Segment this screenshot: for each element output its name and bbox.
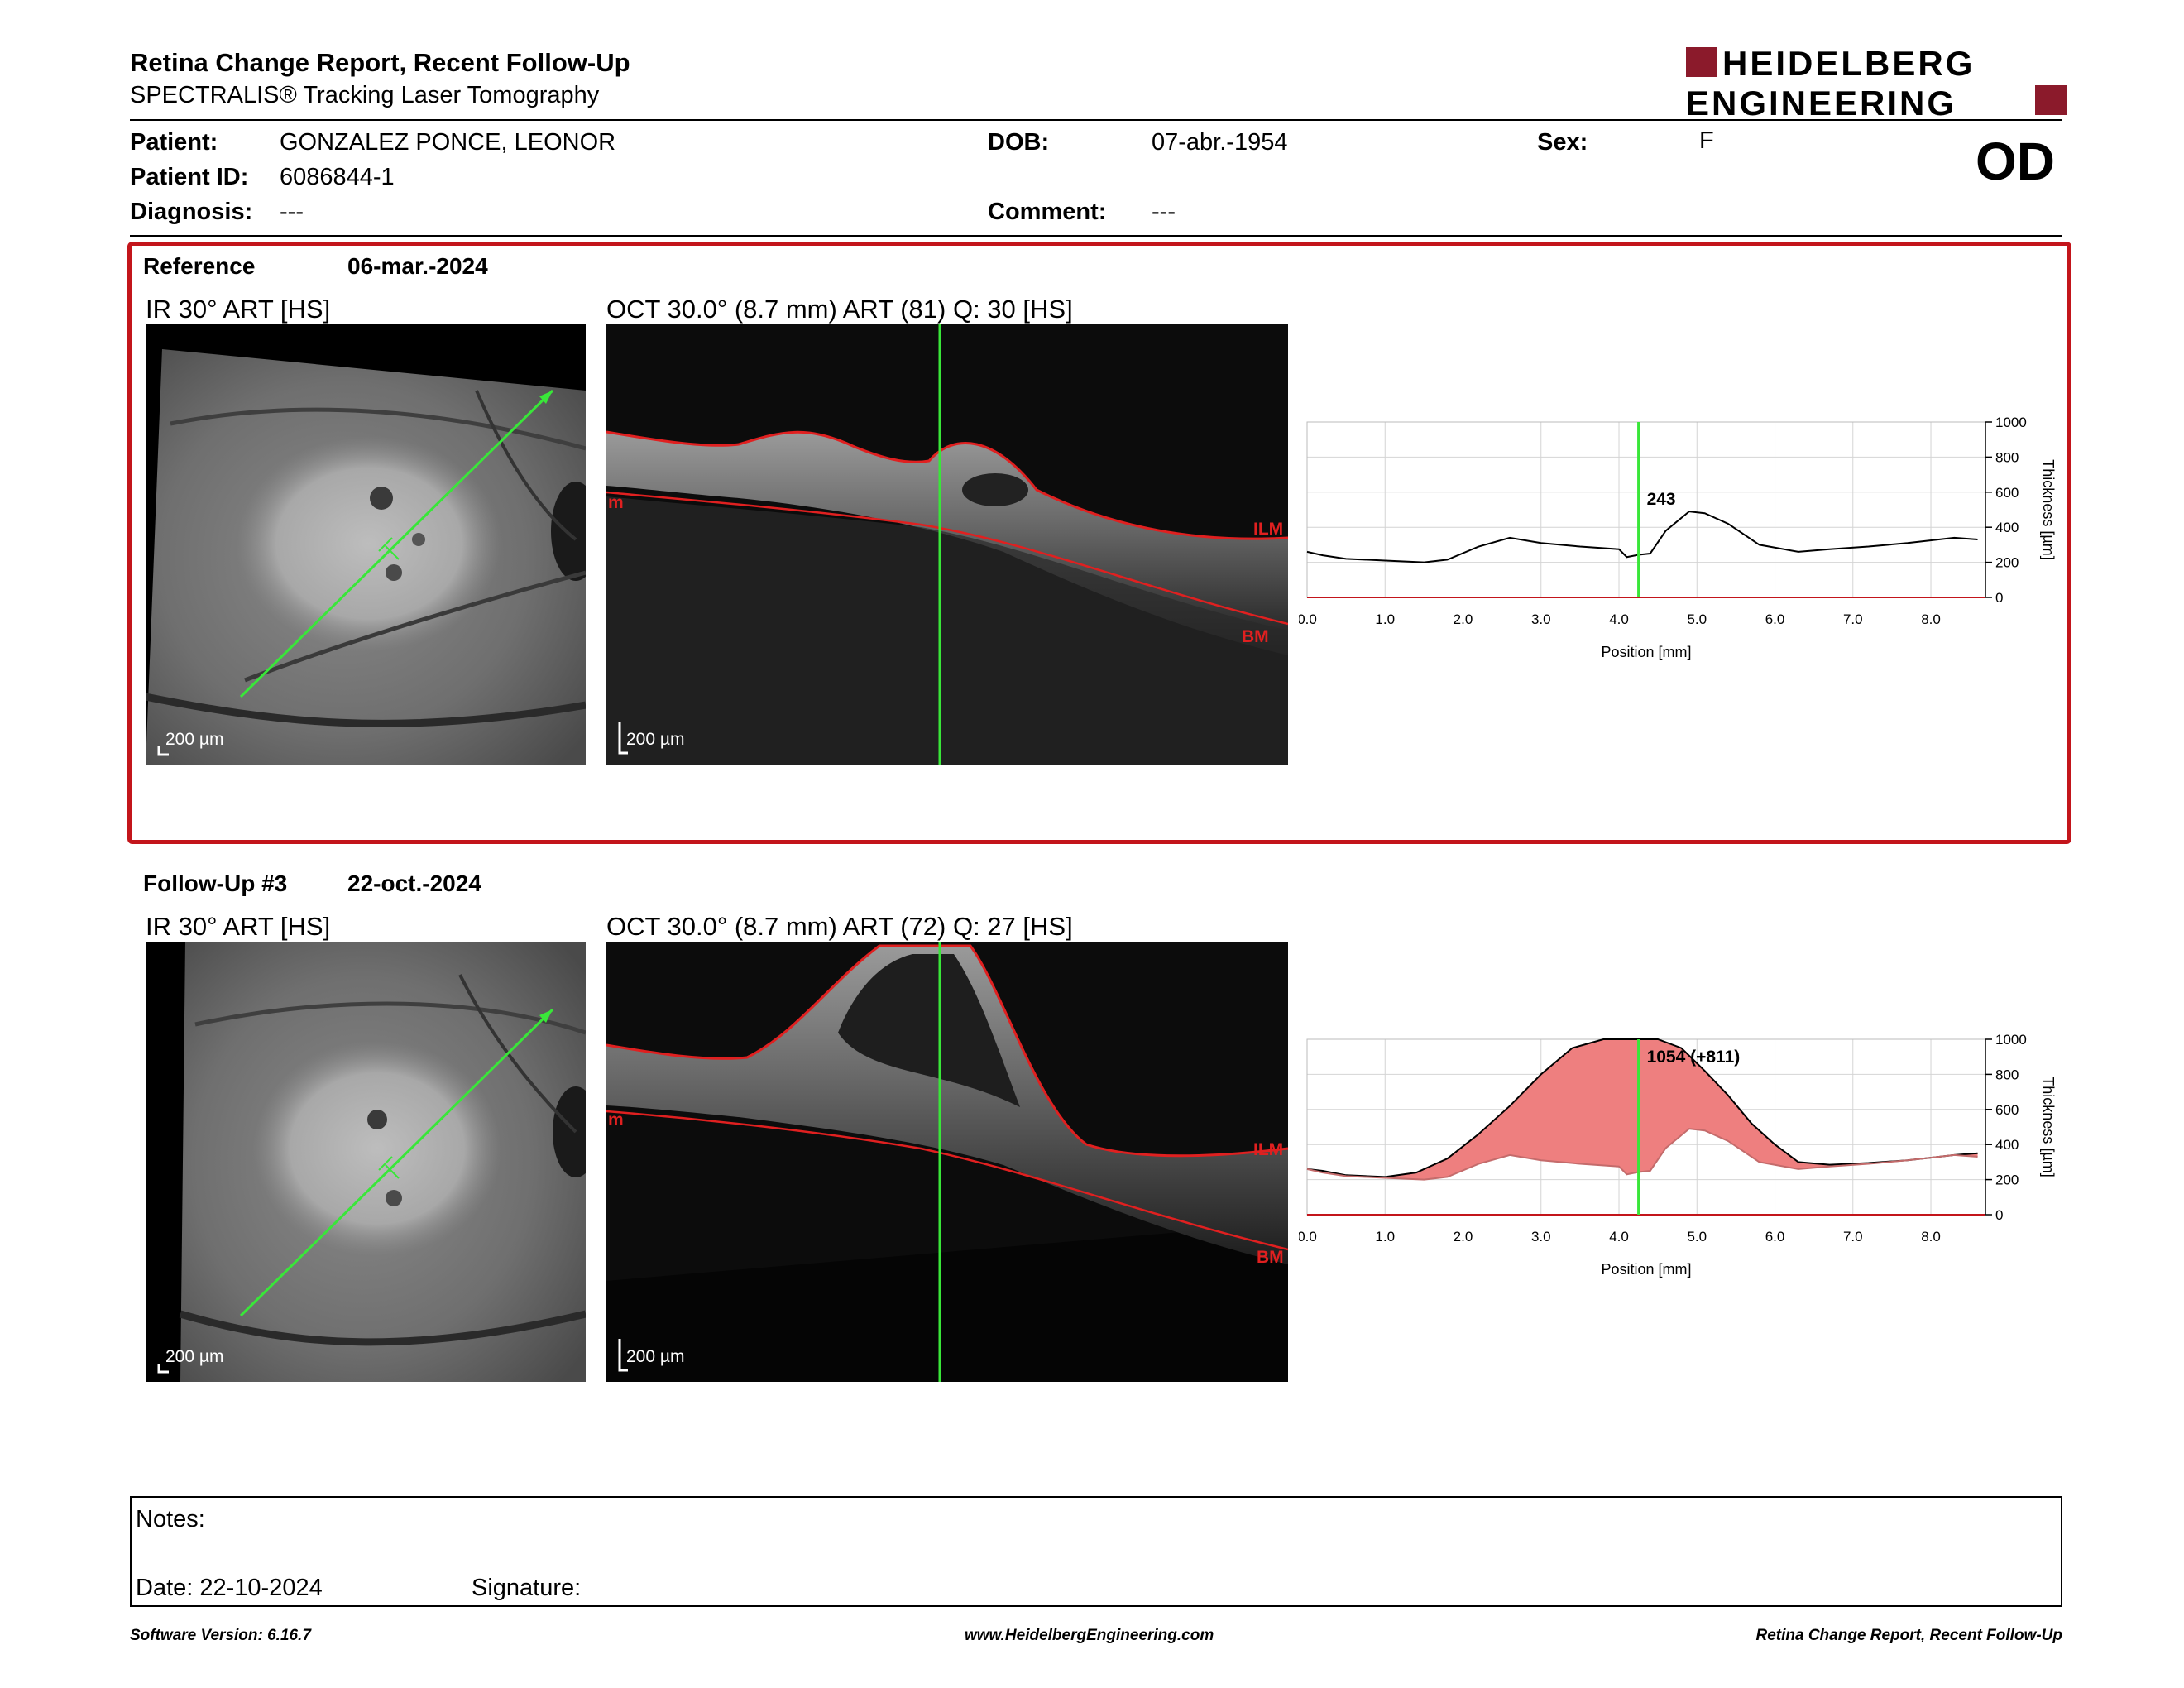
signature-label: Signature: [472, 1575, 582, 1601]
reference-oct-scale: 200 µm [626, 730, 684, 749]
y-tick-label: 800 [1995, 1067, 2019, 1082]
marker-value-label: 243 [1647, 490, 1676, 509]
diagnosis-value: --- [280, 199, 304, 225]
marker-value-label: 1054 (+811) [1647, 1048, 1741, 1067]
followup-layer-bm: BM [1257, 1248, 1284, 1267]
reference-ir-image[interactable]: 200 µm [146, 324, 586, 765]
y-tick-label: 200 [1995, 1172, 2019, 1188]
x-tick-label: 7.0 [1843, 1229, 1863, 1244]
x-tick-label: 6.0 [1765, 1229, 1785, 1244]
reference-oct-image[interactable]: m ILM BM 200 µm [606, 324, 1288, 765]
followup-date: 22-oct.-2024 [347, 870, 481, 896]
x-tick-label: 0.0 [1299, 1229, 1317, 1244]
x-tick-label: 8.0 [1921, 611, 1941, 627]
patient-id: 6086844-1 [280, 164, 395, 190]
followup-ilm-line [606, 944, 1288, 1158]
x-tick-label: 2.0 [1454, 611, 1473, 627]
reference-date: 06-mar.-2024 [347, 253, 488, 279]
reference-bm-line [606, 491, 1288, 626]
followup-ir-caption: IR 30° ART [HS] [146, 912, 331, 941]
followup-layer-ilm: ILM [1253, 1140, 1283, 1159]
heidelberg-logo: HEIDELBERG ENGINEERING [1686, 46, 2067, 118]
x-tick-label: 8.0 [1921, 1229, 1941, 1244]
thickness-line [1306, 511, 1978, 563]
dob-value: 07-abr.-1954 [1152, 129, 1288, 156]
reference-layer-ilm: ILM [1253, 520, 1283, 539]
software-version: Software Version: 6.16.7 [130, 1627, 311, 1644]
x-tick-label: 3.0 [1531, 1229, 1551, 1244]
x-tick-label: 5.0 [1687, 1229, 1707, 1244]
sex-value: F [1699, 127, 1714, 154]
header-divider [130, 119, 2062, 121]
y-tick-label: 600 [1995, 1102, 2019, 1118]
followup-oct-caption: OCT 30.0° (8.7 mm) ART (72) Q: 27 [HS] [606, 912, 1073, 941]
followup-ir-scale: 200 µm [165, 1347, 223, 1366]
x-tick-label: 4.0 [1609, 611, 1629, 627]
logo-line1: HEIDELBERG [1722, 46, 1975, 83]
notes-label: Notes: [136, 1506, 205, 1532]
notes-box[interactable] [130, 1496, 2062, 1607]
y-tick-label: 600 [1995, 485, 2019, 501]
reference-thickness-chart: 243 0 200 400 600 800 1000 0.0 1.0 2.0 3.0 4.0 5.0 6.… [1299, 415, 2057, 660]
x-tick-label: 4.0 [1609, 1229, 1629, 1244]
reference-ir-scale: 200 µm [165, 730, 223, 749]
followup-oct-scale: 200 µm [626, 1347, 684, 1366]
x-tick-label: 6.0 [1765, 611, 1785, 627]
x-tick-label: 2.0 [1454, 1229, 1473, 1244]
patient-divider [130, 235, 2062, 237]
reference-layer-m: m [608, 493, 624, 512]
reference-oct-caption: OCT 30.0° (8.7 mm) ART (81) Q: 30 [HS] [606, 295, 1073, 324]
followup-ir-image[interactable]: 200 µm [146, 942, 586, 1382]
x-tick-label: 1.0 [1375, 611, 1395, 627]
y-tick-label: 1000 [1995, 415, 2027, 430]
followup-layer-m: m [608, 1110, 624, 1129]
y-tick-label: 0 [1995, 1207, 2003, 1223]
reference-layer-bm: BM [1242, 627, 1269, 646]
patient-id-label: Patient ID: [130, 164, 249, 190]
comment-value: --- [1152, 199, 1176, 225]
y-tick-label: 1000 [1995, 1032, 2027, 1048]
sex-label: Sex: [1537, 129, 1588, 156]
y-tick-label: 0 [1995, 590, 2003, 606]
plot-frame [1306, 421, 1986, 598]
y-tick-label: 800 [1995, 449, 2019, 465]
diagnosis-label: Diagnosis: [130, 199, 253, 225]
patient-name: GONZALEZ PONCE, LEONOR [280, 129, 616, 156]
y-tick-label: 400 [1995, 520, 2019, 535]
y-tick-label: 200 [1995, 555, 2019, 571]
reference-section-frame [127, 242, 2071, 844]
dob-label: DOB: [988, 129, 1050, 156]
reference-ilm-line [606, 430, 1288, 540]
reference-ir-caption: IR 30° ART [HS] [146, 295, 331, 324]
followup-bm-line [606, 1110, 1288, 1251]
logo-line2: ENGINEERING [1686, 84, 1956, 118]
y-axis-label: Thickness [µm] [2040, 1077, 2057, 1177]
notes-date: Date: 22-10-2024 [136, 1575, 323, 1601]
x-axis-label: Position [mm] [1601, 644, 1691, 660]
followup-oct-image[interactable]: m ILM BM 200 µm [606, 942, 1288, 1382]
followup-label: Follow-Up #3 [143, 870, 288, 896]
x-tick-label: 3.0 [1531, 611, 1551, 627]
report-title: Retina Change Report, Recent Follow-Up [130, 48, 630, 77]
followup-thickness-chart: 1054 (+811) 0 200 400 600 800 1000 0.0 1.0 2.0 3.0… [1299, 1032, 2057, 1278]
website-link[interactable]: www.HeidelbergEngineering.com [965, 1627, 1214, 1644]
y-tick-label: 400 [1995, 1137, 2019, 1153]
followup-scan-line [239, 1008, 554, 1317]
x-axis-label: Position [mm] [1601, 1261, 1691, 1278]
x-tick-label: 0.0 [1299, 611, 1317, 627]
y-axis-label: Thickness [µm] [2040, 459, 2057, 559]
change-area [1307, 1039, 1978, 1180]
x-tick-label: 7.0 [1843, 611, 1863, 627]
report-subtitle: SPECTRALIS® Tracking Laser Tomography [130, 82, 600, 108]
eye-indicator: OD [1976, 132, 2055, 191]
patient-label: Patient: [130, 129, 218, 156]
x-tick-label: 1.0 [1375, 1229, 1395, 1244]
footer-report-name: Retina Change Report, Recent Follow-Up [1755, 1627, 2062, 1644]
reference-scan-line [239, 389, 554, 698]
reference-label: Reference [143, 253, 256, 279]
comment-label: Comment: [988, 199, 1107, 225]
x-tick-label: 5.0 [1687, 611, 1707, 627]
